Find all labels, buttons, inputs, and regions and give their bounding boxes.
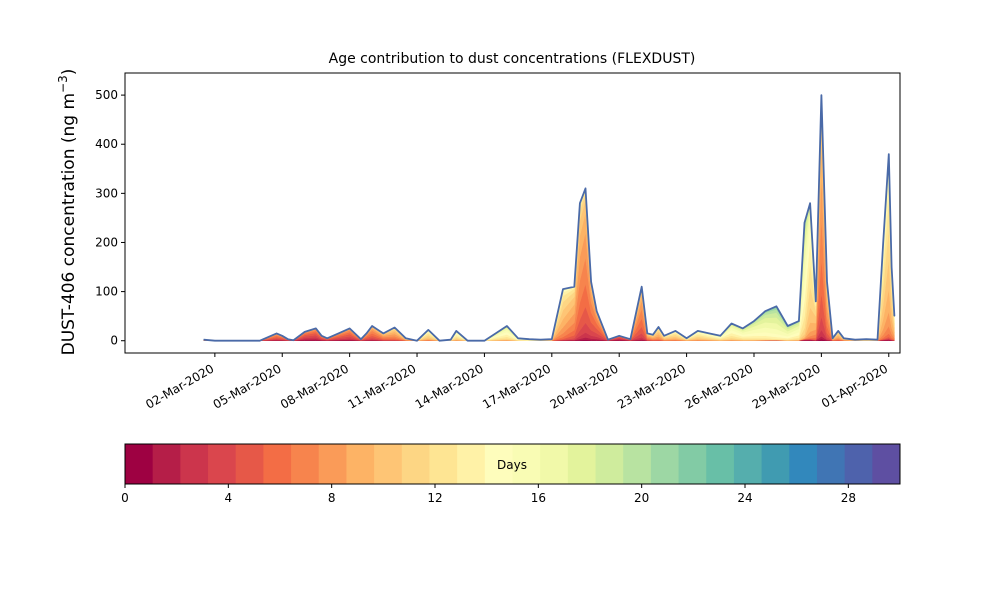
age-area-18 [203, 95, 895, 341]
age-area-20 [203, 95, 895, 341]
chart-title: Age contribution to dust concentrations … [329, 51, 696, 67]
total-concentration-line [203, 94, 896, 342]
age-area-7 [203, 175, 895, 341]
colorbar-cell-26 [844, 444, 873, 484]
age-area-24 [203, 95, 895, 341]
colorbar-cell-16 [567, 444, 597, 484]
colorbar-tick-label-1: 4 [225, 491, 233, 505]
colorbar-cell-3 [208, 444, 237, 484]
colorbar-cell-1 [152, 444, 181, 484]
age-area-25 [203, 95, 895, 341]
y-tick-label-4: 400 [95, 137, 118, 151]
total-concentration-series [203, 94, 896, 342]
colorbar-tick-label-0: 0 [121, 491, 129, 505]
colorbar-cell-8 [346, 444, 375, 484]
colorbar-cell-2 [180, 444, 209, 484]
colorbar-cell-0 [125, 444, 154, 484]
colorbar-tick-label-2: 8 [328, 491, 336, 505]
age-area-15 [203, 95, 895, 341]
colorbar-cell-15 [540, 444, 569, 484]
plot-frame [124, 72, 901, 354]
colorbar-cell-14 [512, 444, 541, 484]
y-tick-label-1: 100 [95, 285, 118, 299]
x-tick-label-8: 26-Mar-2020 [682, 361, 755, 411]
colorbar-cell-19 [650, 444, 680, 484]
colorbar-cell-25 [816, 444, 846, 484]
age-area-10 [203, 104, 895, 341]
age-area-19 [203, 95, 895, 341]
y-axis-label: DUST-406 concentration (ng m−3) [56, 69, 79, 356]
x-tick-label-4: 14-Mar-2020 [413, 361, 486, 411]
age-area-16 [203, 95, 895, 341]
y-tick-label-0: 0 [110, 334, 118, 348]
age-area-13 [203, 95, 895, 341]
age-area-12 [203, 96, 895, 341]
colorbar-cell-27 [872, 444, 901, 484]
x-tick-label-7: 23-Mar-2020 [615, 361, 688, 411]
y-axis: 0 100 200 300 400 500 [95, 88, 125, 348]
age-area-27 [203, 95, 895, 341]
x-tick-label-2: 08-Mar-2020 [278, 361, 351, 411]
colorbar-cells [125, 444, 901, 484]
colorbar-cell-18 [623, 444, 652, 484]
colorbar-cell-17 [595, 444, 624, 484]
colorbar-tick-label-4: 16 [531, 491, 546, 505]
x-tick-label-6: 20-Mar-2020 [548, 361, 621, 411]
age-area-17 [203, 95, 895, 341]
y-axis-label-main: DUST-406 concentration (ng m [59, 93, 79, 355]
x-tick-label-1: 05-Mar-2020 [211, 361, 284, 411]
colorbar-cell-4 [235, 444, 264, 484]
age-area-6 [203, 216, 895, 341]
colorbar-cell-7 [318, 444, 347, 484]
colorbar-cell-20 [678, 444, 707, 484]
age-area-22 [203, 95, 895, 341]
age-contribution-areas [203, 95, 895, 341]
colorbar-tick-label-7: 28 [841, 491, 856, 505]
colorbar-cell-24 [789, 444, 818, 484]
colorbar-cell-21 [706, 444, 735, 484]
y-tick-label-2: 200 [95, 235, 118, 249]
colorbar-tick-label-5: 20 [634, 491, 649, 505]
x-axis: 02-Mar-202005-Mar-202008-Mar-202011-Mar-… [143, 353, 890, 412]
age-area-23 [203, 95, 895, 341]
age-area-21 [203, 95, 895, 341]
colorbar-label: Days [497, 458, 527, 472]
colorbar-cell-9 [374, 444, 403, 484]
y-tick-label-5: 500 [95, 88, 118, 102]
colorbar-cell-23 [761, 444, 790, 484]
age-area-14 [203, 95, 895, 341]
colorbar-axis: 0 4 8 12 16 20 24 28 [121, 484, 856, 505]
y-axis-label-close: ) [59, 69, 79, 76]
colorbar-cell-13 [484, 444, 513, 484]
colorbar-frame [124, 443, 901, 485]
age-area-9 [203, 117, 895, 341]
colorbar-tick-label-3: 12 [427, 491, 442, 505]
x-tick-label-3: 11-Mar-2020 [345, 361, 418, 411]
age-colorbar: Days 0 4 8 12 16 20 24 28 [121, 443, 901, 505]
x-tick-label-10: 01-Apr-2020 [819, 361, 890, 410]
colorbar-cell-22 [733, 444, 763, 484]
colorbar-cell-11 [429, 444, 458, 484]
y-tick-label-3: 300 [95, 186, 118, 200]
x-tick-label-9: 29-Mar-2020 [750, 361, 823, 411]
age-area-26 [203, 95, 895, 341]
x-tick-label-5: 17-Mar-2020 [480, 361, 553, 411]
age-area-8 [203, 141, 895, 341]
colorbar-cell-5 [263, 444, 292, 484]
x-tick-label-0: 02-Mar-2020 [143, 361, 216, 411]
colorbar-cell-12 [457, 444, 486, 484]
colorbar-cell-6 [291, 444, 320, 484]
y-axis-label-superscript: −3 [56, 75, 70, 93]
colorbar-cell-10 [401, 444, 430, 484]
age-area-11 [203, 98, 895, 341]
colorbar-tick-label-6: 24 [737, 491, 752, 505]
